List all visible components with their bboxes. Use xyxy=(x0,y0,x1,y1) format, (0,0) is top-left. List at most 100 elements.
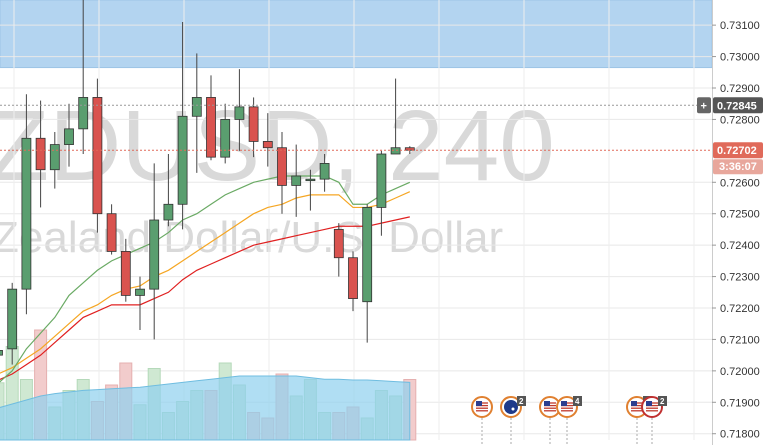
event-count-badge xyxy=(517,396,526,406)
bullish-candle[interactable] xyxy=(291,144,302,217)
bullish-candle[interactable] xyxy=(0,333,3,364)
candle-body[interactable] xyxy=(0,350,3,356)
candle-body[interactable] xyxy=(262,141,273,149)
bullish-candle[interactable] xyxy=(64,103,74,167)
bearish-candle[interactable] xyxy=(206,75,216,161)
candle-body[interactable] xyxy=(120,251,131,296)
bullish-candle[interactable] xyxy=(191,53,202,173)
price-tick-label: 0.72900 xyxy=(720,83,760,95)
candle-body[interactable] xyxy=(149,219,160,290)
candle-body[interactable] xyxy=(348,257,358,299)
bearish-candle[interactable] xyxy=(348,251,358,312)
economic-events[interactable]: 2442 xyxy=(471,396,667,445)
candle-body[interactable] xyxy=(35,137,46,171)
candle-body[interactable] xyxy=(248,106,259,142)
candle-body[interactable] xyxy=(376,153,387,208)
candle-body[interactable] xyxy=(7,288,18,350)
bullish-candle[interactable] xyxy=(362,204,373,343)
bullish-candle[interactable] xyxy=(234,69,245,151)
event-count: 2 xyxy=(519,397,524,406)
bearish-candle[interactable] xyxy=(120,238,131,302)
event-marker[interactable]: 4 xyxy=(626,396,652,445)
bearish-candle[interactable] xyxy=(92,78,103,233)
candle-body[interactable] xyxy=(78,97,89,130)
candle-body[interactable] xyxy=(234,106,245,120)
bullish-candle[interactable] xyxy=(177,22,188,230)
price-axis[interactable]: 0.73100 0.73000 0.72900 0.72800 0.72600 0.725… xyxy=(712,0,764,445)
price-tick-label: 0.72600 xyxy=(720,177,760,189)
event-count: 2 xyxy=(660,397,665,406)
flag-canton xyxy=(646,401,652,406)
candle-body[interactable] xyxy=(362,207,373,303)
bullish-candle[interactable] xyxy=(7,282,18,365)
bearish-candle[interactable] xyxy=(277,132,287,214)
candle-body[interactable] xyxy=(206,97,216,158)
candle-body[interactable] xyxy=(277,147,287,186)
us-flag-icon xyxy=(560,400,574,414)
event-marker[interactable]: 4 xyxy=(556,396,582,445)
current-price-tag: 0.72702 3:36:07 xyxy=(713,142,763,175)
candles[interactable] xyxy=(0,0,415,365)
candle-body[interactable] xyxy=(390,147,401,155)
price-tick-label: 0.72200 xyxy=(720,303,760,315)
bullish-candle[interactable] xyxy=(49,132,60,189)
moving-average-slow xyxy=(0,216,410,381)
flag-canton xyxy=(476,401,482,406)
bearish-candle[interactable] xyxy=(106,204,117,255)
bullish-candle[interactable] xyxy=(163,154,174,227)
candle-body[interactable] xyxy=(21,137,32,290)
marked-price-label: 0.72845 xyxy=(717,100,757,112)
moving-average-fast xyxy=(0,175,411,383)
candle-body[interactable] xyxy=(191,97,202,117)
candle-body[interactable] xyxy=(106,213,117,252)
plus-icon[interactable]: + xyxy=(701,100,707,112)
candle-body[interactable] xyxy=(220,119,231,158)
candle-body[interactable] xyxy=(49,144,60,171)
bullish-candle[interactable] xyxy=(390,78,401,155)
event-marker[interactable] xyxy=(471,396,493,445)
grid-lines xyxy=(0,0,712,440)
bearish-candle[interactable] xyxy=(35,100,46,208)
candle-body[interactable] xyxy=(177,115,188,205)
candle-body[interactable] xyxy=(333,229,344,259)
us-flag-icon xyxy=(645,400,659,414)
bearish-candle[interactable] xyxy=(262,113,273,167)
price-tick-label: 0.73000 xyxy=(720,52,760,64)
au-flag-icon xyxy=(504,400,518,414)
bullish-candle[interactable] xyxy=(376,150,387,236)
candle-body[interactable] xyxy=(319,163,330,180)
event-count-badge xyxy=(573,396,582,406)
plus-box[interactable] xyxy=(697,97,711,114)
candle-body[interactable] xyxy=(92,97,103,215)
candle-body[interactable] xyxy=(64,128,74,145)
event-marker[interactable]: 2 xyxy=(641,396,667,445)
price-tick-label: 0.72500 xyxy=(720,209,760,221)
bullish-candle[interactable] xyxy=(21,94,32,315)
candle-body[interactable] xyxy=(305,178,316,182)
bullish-candle[interactable] xyxy=(149,163,160,340)
price-tick-label: 0.72000 xyxy=(720,366,760,378)
bullish-candle[interactable] xyxy=(78,0,89,154)
candle-body[interactable] xyxy=(135,288,145,296)
price-tick-label: 0.71900 xyxy=(720,397,760,409)
marked-price-tag: 0.72845 xyxy=(713,97,763,114)
event-count-badge xyxy=(658,396,667,406)
current-price-tag-box xyxy=(713,142,763,159)
moving-average-mid xyxy=(0,191,411,374)
bullish-candle[interactable] xyxy=(135,276,145,330)
candle-body[interactable] xyxy=(291,175,302,186)
bearish-candle[interactable] xyxy=(248,97,259,158)
candle-body[interactable] xyxy=(163,203,174,221)
event-marker[interactable]: 2 xyxy=(500,396,526,445)
bullish-candle[interactable] xyxy=(305,169,316,211)
add-alert-button[interactable]: + xyxy=(697,97,711,114)
bullish-candle[interactable] xyxy=(220,103,231,164)
flag-field xyxy=(504,400,518,414)
bullish-candle[interactable] xyxy=(319,154,330,192)
flag-canton xyxy=(561,401,567,406)
bearish-candle[interactable] xyxy=(333,223,344,277)
flag-canton xyxy=(631,401,637,406)
marked-price-tag-box xyxy=(713,97,763,114)
